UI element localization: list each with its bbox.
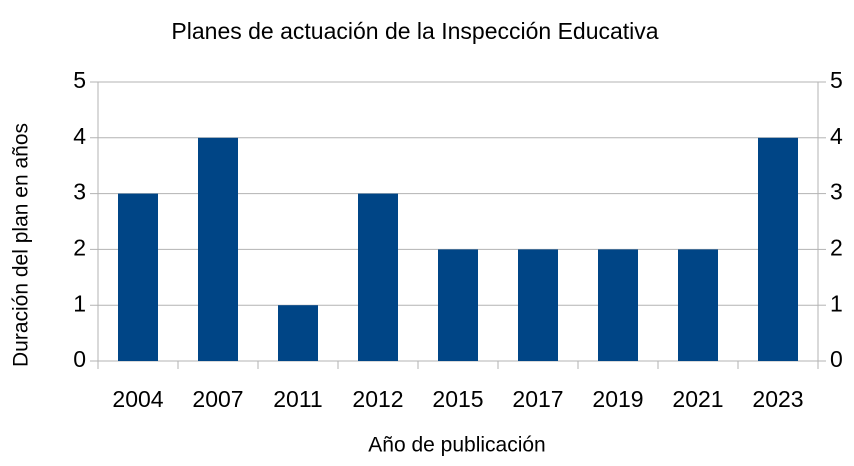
x-tick-label: 2019 xyxy=(592,386,643,412)
y-tick-label: 4 xyxy=(73,123,86,149)
y2-tick-label: 0 xyxy=(830,346,843,372)
bar xyxy=(118,193,158,361)
y-tick-label: 1 xyxy=(73,290,86,316)
x-tick-label: 2012 xyxy=(352,386,403,412)
x-tick-label: 2011 xyxy=(273,386,322,412)
y-tick-label: 3 xyxy=(73,179,86,205)
x-axis-title: Año de publicación xyxy=(368,434,545,457)
y2-tick-label: 2 xyxy=(830,234,843,260)
bar xyxy=(678,249,718,361)
x-tick-label: 2021 xyxy=(672,386,723,412)
y2-tick-label: 1 xyxy=(830,290,843,316)
y2-tick-label: 5 xyxy=(830,67,843,93)
x-tick-label: 2023 xyxy=(752,386,803,412)
x-tick-label: 2004 xyxy=(112,386,163,412)
y2-tick-label: 4 xyxy=(830,123,843,149)
y-tick-label: 0 xyxy=(73,346,86,372)
y2-tick-label: 3 xyxy=(830,179,843,205)
x-tick-label: 2007 xyxy=(192,386,243,412)
bar xyxy=(438,249,478,361)
bar xyxy=(758,137,798,361)
bar xyxy=(598,249,638,361)
x-tick-label: 2015 xyxy=(432,386,483,412)
bar xyxy=(518,249,558,361)
x-tick-label: 2017 xyxy=(512,386,563,412)
chart-title: Planes de actuación de la Inspección Edu… xyxy=(171,18,658,44)
y-tick-label: 2 xyxy=(73,234,86,260)
y-axis-title: Duración del plan en años xyxy=(10,123,33,367)
bar xyxy=(358,193,398,361)
bar xyxy=(198,137,238,361)
y-tick-label: 5 xyxy=(73,67,86,93)
bar xyxy=(278,305,318,361)
